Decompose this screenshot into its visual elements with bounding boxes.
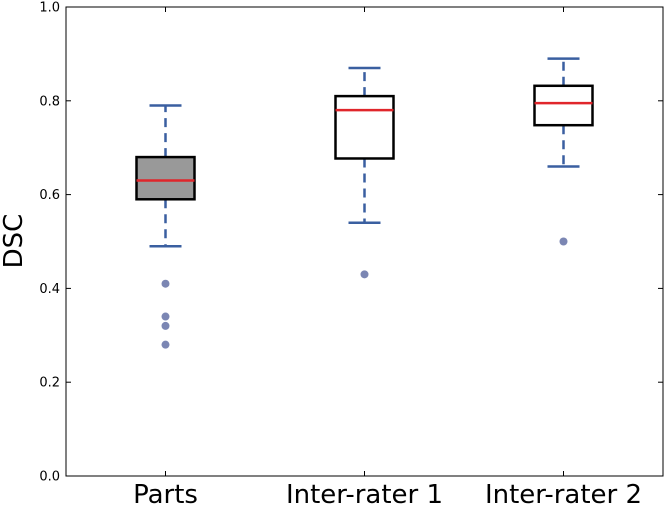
y-tick-label: 0.2 xyxy=(39,376,60,391)
y-tick-label: 0.4 xyxy=(39,282,60,297)
outlier-point xyxy=(161,312,170,321)
box-1 xyxy=(135,104,196,349)
iqr-box xyxy=(334,94,395,160)
outlier-point xyxy=(360,270,369,279)
y-tick-label: 0.0 xyxy=(39,470,60,485)
y-tick-label: 0.6 xyxy=(39,188,60,203)
iqr-box xyxy=(533,84,594,127)
y-tick-label: 1.0 xyxy=(39,1,60,16)
y-tick-label: 0.8 xyxy=(39,94,60,109)
box-2 xyxy=(334,66,395,279)
outlier-point xyxy=(161,321,170,330)
x-category-label: Inter-rater 1 xyxy=(286,480,443,505)
outlier-point xyxy=(161,279,170,288)
y-axis-title: DSC xyxy=(0,214,29,269)
outlier-point xyxy=(559,237,568,246)
outlier-point xyxy=(161,340,170,349)
x-category-label: Parts xyxy=(133,480,198,505)
box-3 xyxy=(533,57,594,246)
iqr-box xyxy=(135,155,196,201)
x-category-label: Inter-rater 2 xyxy=(485,480,642,505)
